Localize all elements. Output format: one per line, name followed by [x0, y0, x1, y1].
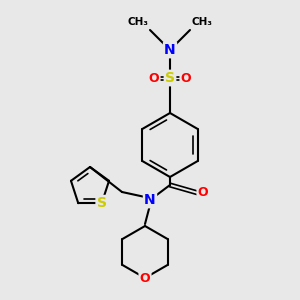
Text: S: S	[165, 71, 175, 85]
Text: S: S	[97, 196, 107, 210]
Text: O: O	[198, 187, 208, 200]
Text: O: O	[181, 71, 191, 85]
Text: CH₃: CH₃	[192, 17, 213, 27]
Text: O: O	[140, 272, 150, 284]
Text: N: N	[164, 43, 176, 57]
Text: O: O	[149, 71, 159, 85]
Text: N: N	[144, 193, 156, 207]
Text: CH₃: CH₃	[127, 17, 148, 27]
